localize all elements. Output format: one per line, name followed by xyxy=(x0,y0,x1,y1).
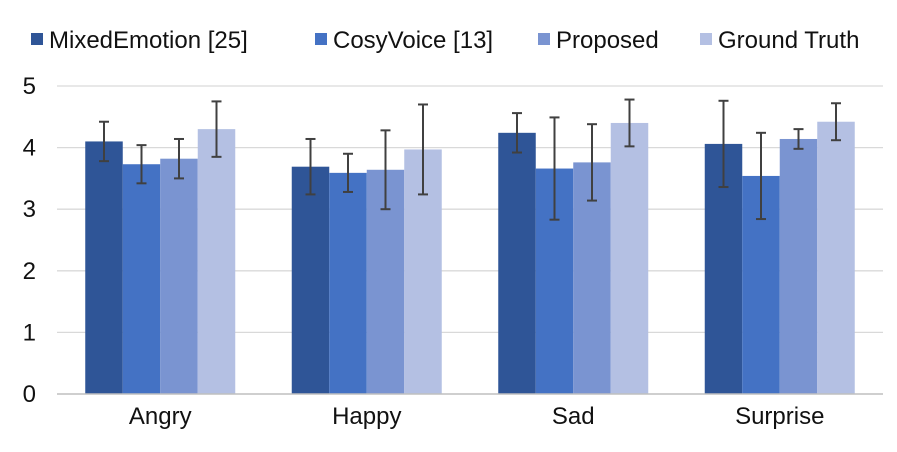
bars xyxy=(85,121,855,395)
legend-item: MixedEmotion [25] xyxy=(31,27,248,54)
y-tick-label: 3 xyxy=(23,196,36,223)
error-bar xyxy=(343,152,353,193)
bar xyxy=(329,172,367,394)
x-tick-label: Surprise xyxy=(735,403,824,430)
error-bar xyxy=(99,120,109,163)
error-bar xyxy=(756,131,766,221)
error-bar xyxy=(136,144,147,185)
legend-label: MixedEmotion [25] xyxy=(49,27,248,54)
bar xyxy=(779,138,818,394)
error-bar xyxy=(211,100,222,158)
bar xyxy=(160,158,198,394)
error-bars xyxy=(99,98,841,221)
error-bar xyxy=(831,102,841,142)
error-bar xyxy=(305,137,316,196)
legend-label: Proposed xyxy=(556,27,659,54)
bar xyxy=(817,121,855,394)
x-tick-label: Happy xyxy=(332,403,401,430)
legend-item: CosyVoice [13] xyxy=(315,27,493,54)
legend-item: Proposed xyxy=(538,27,659,54)
x-tick-label: Angry xyxy=(129,403,192,430)
legend-swatch xyxy=(700,33,712,45)
error-bar xyxy=(624,98,635,148)
bar xyxy=(122,164,161,394)
legend-swatch xyxy=(315,33,327,45)
y-tick-label: 1 xyxy=(23,319,36,346)
x-tick-label: Sad xyxy=(552,403,595,430)
y-tick-label: 5 xyxy=(23,73,36,100)
error-bar xyxy=(418,103,428,196)
error-bar xyxy=(793,128,804,150)
error-bar xyxy=(718,99,729,189)
bar xyxy=(291,166,330,394)
error-bar xyxy=(587,123,597,202)
error-bar xyxy=(512,112,522,154)
legend: MixedEmotion [25] CosyVoice [13] Proposed G… xyxy=(31,27,859,54)
legend-swatch xyxy=(538,33,550,45)
error-bar xyxy=(549,116,560,221)
error-bar xyxy=(174,137,184,180)
bar xyxy=(197,129,236,394)
legend-label: Ground Truth xyxy=(718,27,859,54)
y-tick-label: 0 xyxy=(23,381,36,408)
error-bar xyxy=(380,129,391,211)
legend-label: CosyVoice [13] xyxy=(333,27,493,54)
legend-item: Ground Truth xyxy=(700,27,859,54)
bar xyxy=(85,141,123,394)
legend-swatch xyxy=(31,33,43,45)
y-tick-label: 4 xyxy=(23,135,36,162)
y-tick-label: 2 xyxy=(23,258,36,285)
bar xyxy=(610,122,649,395)
bar xyxy=(498,132,536,395)
axes: 0 1 2 3 4 5 Angry Happy Sad Surprise xyxy=(23,73,883,430)
